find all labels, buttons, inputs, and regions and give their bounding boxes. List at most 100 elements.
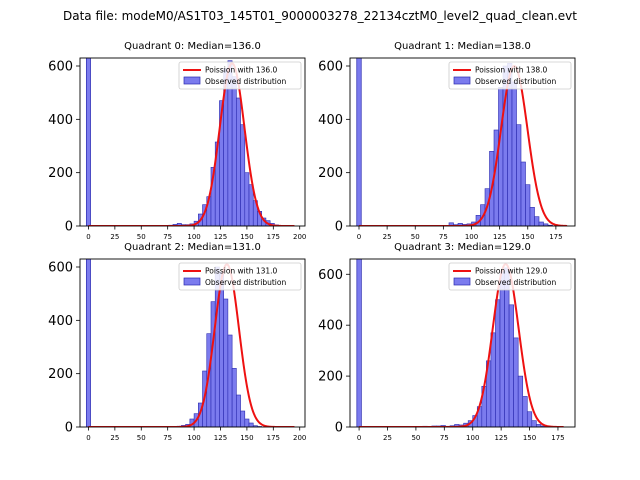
x-tick-label: 200: [293, 233, 306, 241]
histogram-bar: [219, 272, 224, 427]
y-tick-label: 200: [48, 367, 73, 382]
histogram-bar: [508, 304, 514, 427]
y-tick-label: 0: [65, 220, 73, 235]
histogram-bar-zero: [85, 58, 91, 226]
x-tick-label: 175: [267, 434, 280, 442]
legend-box: [448, 61, 572, 90]
histogram-bar: [520, 161, 526, 226]
axes-frame: [349, 57, 576, 227]
histogram-bar: [240, 124, 246, 226]
histogram-bar: [231, 368, 237, 427]
legend-bars-swatch: [453, 76, 471, 85]
x-tick-label: 50: [411, 434, 420, 442]
histogram-bar: [513, 337, 519, 427]
poisson-curve: [359, 263, 564, 427]
histogram-bar: [223, 298, 229, 427]
x-tick-label: 175: [549, 233, 562, 241]
x-tick-label: 0: [357, 233, 361, 241]
histogram-bar-zero: [356, 58, 362, 226]
histogram-bar: [531, 420, 537, 427]
y-tick-label: 0: [335, 220, 343, 235]
legend-bars-label: Observed distribution: [475, 278, 556, 287]
subplot-title: Quadrant 0: Median=136.0: [124, 41, 261, 52]
y-tick-label: 200: [48, 166, 73, 181]
legend-bars-swatch: [183, 76, 201, 85]
subplot-title: Quadrant 2: Median=131.0: [124, 242, 261, 253]
figure-suptitle: Data file: modeM0/AS1T03_145T01_90000032…: [63, 9, 577, 23]
subplot-grid: Quadrant 0: Median=136.0 0 200 400 600 0 25 50 7…: [48, 41, 576, 442]
x-tick-label: 125: [494, 434, 507, 442]
x-tick-label: 75: [163, 233, 172, 241]
legend-curve-label: Poission with 129.0: [475, 267, 548, 276]
legend-bars-swatch: [453, 277, 471, 286]
x-tick-label: 100: [187, 434, 200, 442]
y-tick-label: 0: [65, 421, 73, 436]
x-tick-label: 75: [163, 434, 172, 442]
plot-area: [356, 58, 568, 226]
histogram-bar: [526, 411, 533, 427]
poisson-curve: [88, 62, 295, 226]
histogram-bar: [244, 418, 250, 427]
histogram-bar: [522, 396, 528, 427]
x-tick-label: 125: [493, 233, 506, 241]
legend-bars-label: Observed distribution: [475, 77, 556, 86]
legend-box: [448, 262, 572, 291]
subplot-quadrant-1: Quadrant 1: Median=138.0 0 200 400 600 0 25 50 7…: [318, 41, 576, 241]
y-tick-label: 400: [48, 314, 73, 329]
legend-curve-label: Poission with 138.0: [475, 66, 548, 75]
subplot-title: Quadrant 3: Median=129.0: [394, 242, 531, 253]
y-tick-label: 600: [318, 268, 343, 283]
histogram-bar: [534, 216, 540, 226]
histogram-bar: [248, 422, 254, 427]
histogram-bar: [236, 97, 241, 226]
histogram-bar: [248, 184, 254, 226]
x-tick-label: 125: [214, 233, 227, 241]
y-tick-label: 200: [318, 370, 343, 385]
x-tick-label: 25: [383, 233, 392, 241]
x-tick-label: 175: [551, 434, 564, 442]
histogram-bar: [495, 299, 501, 427]
x-tick-label: 0: [86, 233, 90, 241]
histogram-bar: [498, 87, 504, 226]
legend-bars-label: Observed distribution: [205, 278, 286, 287]
histogram-bar: [525, 184, 531, 226]
histogram-bar: [244, 172, 250, 226]
legend-bars-swatch: [183, 277, 201, 286]
plot-area: [85, 58, 295, 226]
legend-curve-label: Poission with 136.0: [205, 66, 278, 75]
x-tick-label: 75: [440, 434, 449, 442]
histogram-bar: [499, 271, 505, 427]
histogram-bar: [490, 332, 496, 427]
x-tick-label: 25: [383, 434, 392, 442]
x-tick-label: 150: [240, 233, 253, 241]
x-tick-label: 150: [521, 233, 534, 241]
x-tick-label: 50: [137, 233, 146, 241]
y-tick-label: 600: [318, 60, 343, 75]
y-tick-label: 600: [48, 261, 73, 276]
x-tick-label: 200: [293, 434, 306, 442]
x-tick-label: 50: [411, 233, 420, 241]
histogram-bar: [511, 81, 517, 226]
x-tick-label: 100: [465, 233, 478, 241]
subplot-quadrant-2: Quadrant 2: Median=131.0 0 200 400 600 0 25 50 7…: [48, 242, 306, 442]
plot-area: [356, 259, 564, 427]
histogram-bar: [240, 410, 246, 427]
y-tick-label: 200: [318, 166, 343, 181]
subplot-title: Quadrant 1: Median=138.0: [394, 41, 531, 52]
axes-frame: [349, 258, 576, 428]
histogram-bar: [504, 267, 510, 427]
histogram-bar-zero: [356, 259, 362, 427]
x-tick-label: 150: [523, 434, 536, 442]
legend: Poission with 136.0 Observed distribution: [178, 61, 302, 90]
histogram-bar: [516, 124, 522, 226]
y-tick-label: 400: [318, 113, 343, 128]
legend-bars-label: Observed distribution: [205, 77, 286, 86]
x-tick-label: 150: [240, 434, 253, 442]
y-tick-label: 0: [335, 421, 343, 436]
x-tick-label: 175: [267, 233, 280, 241]
x-tick-label: 25: [110, 233, 119, 241]
legend: Poission with 138.0 Observed distribution: [448, 61, 572, 90]
axes-frame: [79, 57, 306, 227]
histogram-bar-zero: [85, 259, 91, 427]
